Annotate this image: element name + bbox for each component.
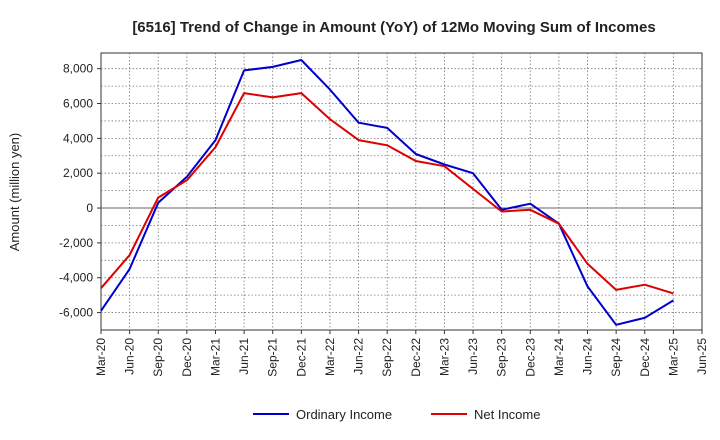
plot-area <box>100 52 703 331</box>
y-tick-label: 6,000 <box>63 97 93 111</box>
y-axis: 8,000 6,000 4,000 2,000 0 -2,000 -4,000 -6,000 <box>59 62 101 320</box>
x-tick-label: Jun-21 <box>237 338 251 375</box>
x-tick-label: Dec-23 <box>523 338 537 377</box>
y-tick-label: 0 <box>86 201 93 215</box>
y-tick-label: -4,000 <box>59 271 93 285</box>
x-tick-label: Jun-23 <box>466 338 480 375</box>
y-tick-label: 4,000 <box>63 131 93 145</box>
chart-title: [6516] Trend of Change in Amount (YoY) o… <box>132 19 655 36</box>
legend-label-net-income: Net Income <box>474 407 540 422</box>
x-tick-label: Mar-23 <box>437 338 451 376</box>
x-axis: Mar-20 Jun-20 Sep-20 Dec-20 Mar-21 Jun-21 Sep-… <box>94 330 709 377</box>
x-tick-label: Sep-22 <box>380 338 394 377</box>
y-tick-label: -2,000 <box>59 236 93 250</box>
x-tick-label: Sep-20 <box>151 338 165 377</box>
y-tick-label: 8,000 <box>63 62 93 76</box>
series-lines <box>100 59 674 326</box>
x-tick-label: Jun-22 <box>352 338 366 375</box>
grid <box>101 53 702 330</box>
x-tick-label: Mar-22 <box>323 338 337 376</box>
x-tick-label: Mar-20 <box>94 338 108 376</box>
x-tick-label: Mar-25 <box>666 338 680 376</box>
plot-frame <box>100 52 703 331</box>
x-tick-label: Jun-24 <box>581 338 595 375</box>
x-tick-label: Dec-21 <box>294 338 308 377</box>
legend-label-ordinary-income: Ordinary Income <box>296 407 392 422</box>
x-tick-label: Jun-25 <box>695 338 709 375</box>
legend: Ordinary Income Net Income <box>253 407 540 422</box>
x-tick-label: Mar-24 <box>552 338 566 376</box>
y-tick-label: 2,000 <box>63 166 93 180</box>
y-axis-title: Amount (million yen) <box>7 133 22 252</box>
x-tick-label: Dec-22 <box>409 338 423 377</box>
series-line-ordinary-income <box>100 59 674 326</box>
series-line-net-income <box>100 92 674 295</box>
x-tick-label: Dec-24 <box>638 338 652 377</box>
x-tick-label: Sep-21 <box>266 338 280 377</box>
x-tick-label: Sep-23 <box>495 338 509 377</box>
y-tick-label: -6,000 <box>59 306 93 320</box>
x-tick-label: Jun-20 <box>123 338 137 375</box>
x-tick-label: Sep-24 <box>609 338 623 377</box>
x-tick-label: Mar-21 <box>208 338 222 376</box>
x-tick-label: Dec-20 <box>180 338 194 377</box>
